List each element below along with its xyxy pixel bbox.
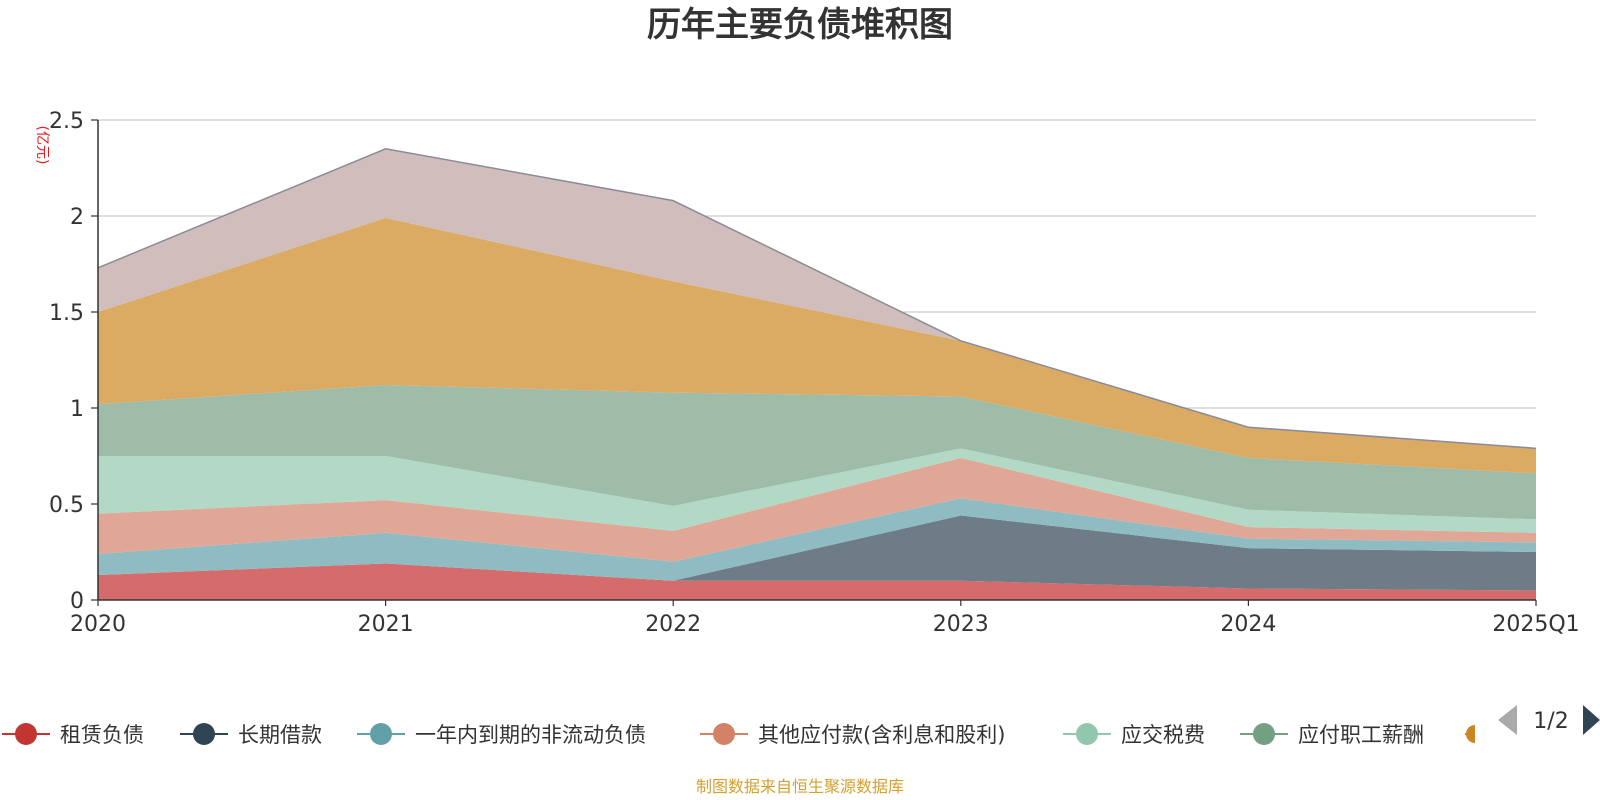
legend-pager[interactable]: 1/2 — [1498, 705, 1600, 735]
area-series-7 — [98, 217, 1536, 474]
legend-item[interactable]: 其他应付款(含利息和股利) — [700, 723, 1005, 747]
y-axis-unit: (亿元) — [34, 126, 50, 165]
x-tick-label: 2022 — [645, 612, 701, 637]
area-series-1 — [98, 563, 1536, 600]
area-series-8 — [98, 148, 1536, 449]
legend-item[interactable]: 应付职工薪酬 — [1240, 723, 1424, 747]
legend[interactable]: 租赁负债 长期借款 一年内到期的非流动负债 其他应付款(含利息和股利) 应交税费 应付职工… — [2, 723, 1475, 747]
legend-marker — [193, 723, 215, 745]
y-tick-label: 2 — [70, 205, 84, 230]
y-tick-label: 0.5 — [49, 493, 84, 518]
x-tick-label: 2023 — [933, 612, 989, 637]
legend-label: 应交税费 — [1121, 723, 1205, 747]
axes — [97, 120, 1537, 606]
y-tick-label: 0 — [70, 589, 84, 614]
legend-label: 长期借款 — [238, 723, 322, 747]
area-series-3 — [98, 498, 1536, 581]
area-series — [97, 148, 1537, 600]
x-tick-label: 2020 — [70, 612, 126, 637]
legend-label: 应付职工薪酬 — [1298, 723, 1424, 747]
legend-marker — [1466, 725, 1475, 743]
y-tick-label: 1.5 — [49, 301, 84, 326]
legend-item[interactable]: 应交税费 — [1063, 723, 1205, 747]
area-series-2 — [98, 515, 1536, 591]
x-tick-label: 2025Q1 — [1492, 612, 1579, 637]
y-tick-label: 2.5 — [49, 109, 84, 134]
data-source-note: 制图数据来自恒生聚源数据库 — [696, 777, 904, 796]
legend-label: 一年内到期的非流动负债 — [415, 723, 646, 747]
legend-label: 租赁负债 — [60, 723, 144, 747]
total-outline — [97, 148, 1537, 450]
legend-item[interactable]: 租赁负债 — [2, 723, 144, 747]
legend-page-indicator: 1/2 — [1533, 709, 1568, 734]
legend-item[interactable]: 长期借款 — [180, 723, 322, 747]
area-series-4 — [98, 457, 1536, 562]
legend-label: 其他应付款(含利息和股利) — [758, 723, 1005, 747]
legend-marker — [713, 723, 735, 745]
chart-title: 历年主要负债堆积图 — [647, 5, 953, 45]
next-page-icon[interactable] — [1583, 705, 1600, 735]
legend-item[interactable]: 一年内到期的非流动负债 — [357, 723, 646, 747]
legend-marker — [370, 723, 392, 745]
x-tick-label: 2024 — [1220, 612, 1276, 637]
prev-page-icon[interactable] — [1498, 705, 1517, 735]
tick-labels: 0 0.5 1 1.5 2 2.5 2020 2021 2022 2023 2024 2025Q1 — [49, 109, 1580, 637]
legend-marker — [1253, 723, 1275, 745]
x-tick-label: 2021 — [358, 612, 414, 637]
legend-item[interactable] — [1465, 725, 1475, 743]
area-series-6 — [98, 384, 1536, 520]
y-tick-label: 1 — [70, 397, 84, 422]
area-series-5 — [98, 448, 1536, 533]
legend-marker — [15, 723, 37, 745]
legend-marker — [1076, 723, 1098, 745]
